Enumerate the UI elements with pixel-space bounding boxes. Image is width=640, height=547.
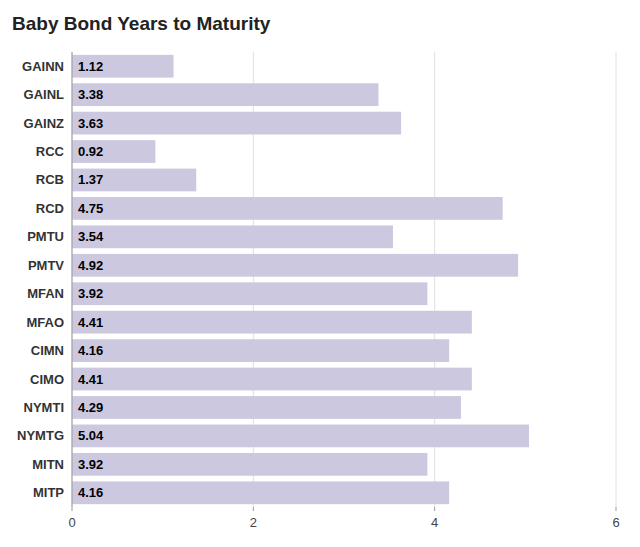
chart-svg: Baby Bond Years to MaturityGAINNGAINLGAI…	[0, 0, 640, 547]
y-tick-label: GAINZ	[24, 116, 65, 131]
bar	[72, 282, 427, 305]
y-tick-label: MITN	[32, 457, 64, 472]
data-label: 4.16	[78, 485, 103, 500]
y-tick-label: CIMN	[31, 343, 64, 358]
bar	[72, 311, 472, 334]
data-label: 1.37	[78, 172, 103, 187]
data-label: 3.54	[78, 229, 104, 244]
axis-line	[72, 52, 73, 507]
bar	[72, 425, 529, 448]
bar	[72, 169, 196, 192]
data-label: 1.12	[78, 59, 103, 74]
bars	[72, 55, 529, 504]
data-label: 3.92	[78, 457, 103, 472]
data-label: 4.41	[78, 372, 103, 387]
bar	[72, 453, 427, 476]
y-tick-label: PMTV	[28, 258, 64, 273]
y-tick-label: MITP	[33, 485, 64, 500]
bar	[72, 254, 518, 277]
data-label: 3.92	[78, 286, 103, 301]
grid-line	[616, 52, 617, 507]
x-tick	[616, 507, 617, 511]
bar	[72, 197, 503, 220]
data-label: 4.92	[78, 258, 103, 273]
y-tick-label: NYMTG	[17, 428, 64, 443]
bar	[72, 368, 472, 391]
data-labels: 1.12 3.38 3.63 0.92 1.37 4.75 3.54 4.92 3.92 4.41…	[78, 59, 104, 501]
data-label: 4.75	[78, 201, 103, 216]
y-tick-label: MFAN	[27, 286, 64, 301]
data-label: 3.38	[78, 87, 103, 102]
bar	[72, 481, 449, 504]
x-tick-label: 4	[431, 515, 438, 530]
bar	[72, 225, 393, 248]
x-tick	[72, 507, 73, 511]
x-tick	[434, 507, 435, 511]
title: Baby Bond Years to Maturity	[12, 13, 271, 34]
x-axis: 0 2 4 6	[68, 507, 619, 530]
data-label: 4.16	[78, 343, 103, 358]
bar	[72, 396, 461, 419]
data-label: 4.29	[78, 400, 103, 415]
data-label: 3.63	[78, 116, 103, 131]
x-tick-label: 0	[68, 515, 75, 530]
background	[0, 0, 640, 547]
x-tick-label: 6	[612, 515, 619, 530]
data-label: 5.04	[78, 428, 104, 443]
grid-line	[72, 52, 73, 507]
bar	[72, 112, 401, 135]
y-axis: GAINN GAINL GAINZ RCC RCB RCD PMTU PMTV MFAN MFAO…	[17, 59, 65, 501]
y-tick-label: RCD	[36, 201, 64, 216]
y-tick-label: NYMTI	[24, 400, 64, 415]
bar	[72, 339, 449, 362]
grid	[72, 52, 616, 507]
data-label: 0.92	[78, 144, 103, 159]
x-tick	[253, 507, 254, 511]
x-tick-label: 2	[250, 515, 257, 530]
data-label: 4.41	[78, 315, 103, 330]
bar	[72, 83, 378, 106]
chart-container: Baby Bond Years to MaturityGAINNGAINLGAI…	[0, 0, 640, 547]
y-tick-label: CIMO	[30, 372, 64, 387]
bar	[72, 55, 174, 78]
y-tick-label: MFAO	[26, 315, 64, 330]
y-tick-label: GAINL	[24, 87, 65, 102]
y-tick-label: RCC	[36, 144, 65, 159]
bar	[72, 140, 155, 163]
y-tick-label: RCB	[36, 172, 64, 187]
y-tick-label: GAINN	[22, 59, 64, 74]
y-tick-label: PMTU	[27, 229, 64, 244]
